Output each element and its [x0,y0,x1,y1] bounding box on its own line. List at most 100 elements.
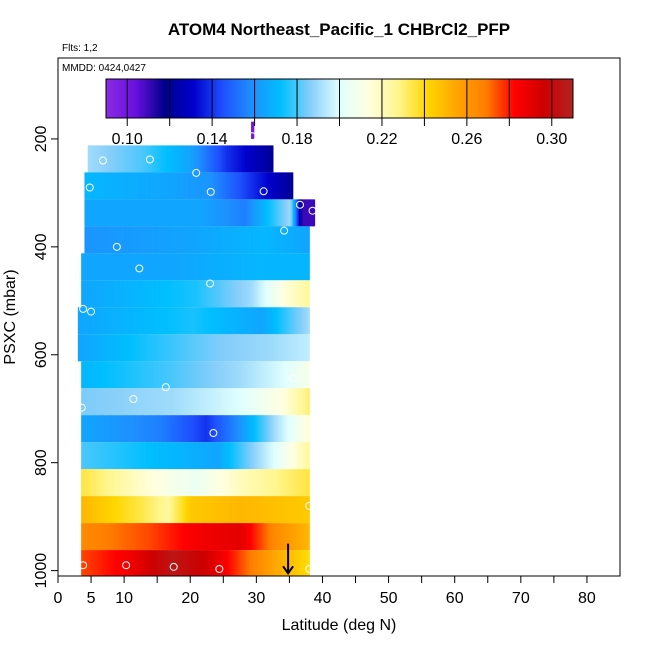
heatmap-cell [125,442,128,470]
heatmap-cell [98,226,102,254]
heatmap-cell [90,172,94,200]
heatmap-cell [103,469,106,497]
heatmap-cell [168,226,172,254]
heatmap-cell [235,496,238,524]
heatmap-cell [119,334,123,362]
heatmap-cell [211,334,215,362]
heatmap-cell [231,334,235,362]
heatmap-cell [165,361,168,389]
heatmap-cell [291,496,294,524]
heatmap-cell [233,442,236,470]
heatmap-cell [96,199,100,227]
heatmap-cell [267,469,270,497]
heatmap-cell [187,334,191,362]
heatmap-cell [140,172,144,200]
heatmap-cell [281,442,284,470]
heatmap-cell [192,172,196,200]
heatmap-cell [287,388,290,416]
heatmap-cell [89,253,92,281]
heatmap-cell [196,226,200,254]
sample-point [295,200,304,209]
heatmap-cell [289,226,292,254]
heatmap-cell [137,253,140,281]
heatmap-cell [233,496,236,524]
heatmap-cell [87,550,90,576]
heatmap-cell [173,307,177,335]
heatmap-cell [166,172,170,200]
heatmap-cell [211,388,214,416]
heatmap-cell [181,523,184,551]
heatmap-cell [301,361,304,389]
heatmap-cell [221,334,225,362]
heatmap-cell [213,334,217,362]
heatmap-cell [217,442,220,470]
heatmap-cell [297,388,300,416]
heatmap-cell [257,496,260,524]
heatmap-cell [221,145,224,173]
heatmap-cell [81,388,84,416]
heatmap-cell [130,199,134,227]
heatmap-cell [107,307,111,335]
heatmap-cell [277,550,280,576]
heatmap-cell [190,199,194,227]
heatmap-cell [287,280,290,308]
heatmap-cell [251,361,254,389]
heatmap-cell [250,172,254,200]
heatmap-cell [223,388,226,416]
heatmap-cell [235,145,238,173]
heatmap-cell [189,334,193,362]
heatmap-cell [263,280,266,308]
heatmap-cell [164,172,168,200]
heatmap-cell [89,334,93,362]
heatmap-cell [81,415,84,443]
heatmap-cell [153,253,156,281]
heatmap-cell [161,523,164,551]
heatmap-cell [178,172,182,200]
heatmap-cell [181,442,184,470]
heatmap-cell [201,550,204,576]
heatmap-cell [210,226,214,254]
heatmap-cell [215,469,218,497]
heatmap-cell [177,145,180,173]
heatmap-cell [186,172,190,200]
heatmap-cell [169,415,172,443]
heatmap-cell [195,280,198,308]
heatmap-cell [215,388,218,416]
heatmap-cell [296,199,300,227]
heatmap-cell [219,253,222,281]
heatmap-cell [241,361,244,389]
heatmap-cell [263,496,266,524]
heatmap-cell [119,253,122,281]
heatmap-cell [109,388,112,416]
sample-point [209,429,218,438]
heatmap-cell [213,307,217,335]
heatmap-cell [201,145,204,173]
heatmap-cell [233,550,236,576]
heatmap-cell [154,226,158,254]
heatmap-band [81,253,310,281]
heatmap-cell [270,199,274,227]
heatmap-cell [117,388,120,416]
heatmap-cell [209,253,212,281]
heatmap-cell [153,388,156,416]
heatmap-cell [177,307,181,335]
heatmap-cell [221,415,224,443]
heatmap-cell [93,523,96,551]
heatmap-band [81,388,310,416]
heatmap-cell [149,253,152,281]
heatmap-cell [177,415,180,443]
heatmap-cell [181,388,184,416]
heatmap-cell [127,334,131,362]
heatmap-cell [125,307,129,335]
heatmap-cell [205,469,208,497]
heatmap-cell [261,334,264,362]
heatmap-cell [283,442,286,470]
heatmap-cell [179,442,182,470]
heatmap-cell [229,361,232,389]
heatmap-cell [215,280,218,308]
heatmap-cell [159,253,162,281]
heatmap-cell [299,523,302,551]
heatmap-cell [291,226,294,254]
heatmap-cell [214,199,218,227]
heatmap-cell [226,226,230,254]
